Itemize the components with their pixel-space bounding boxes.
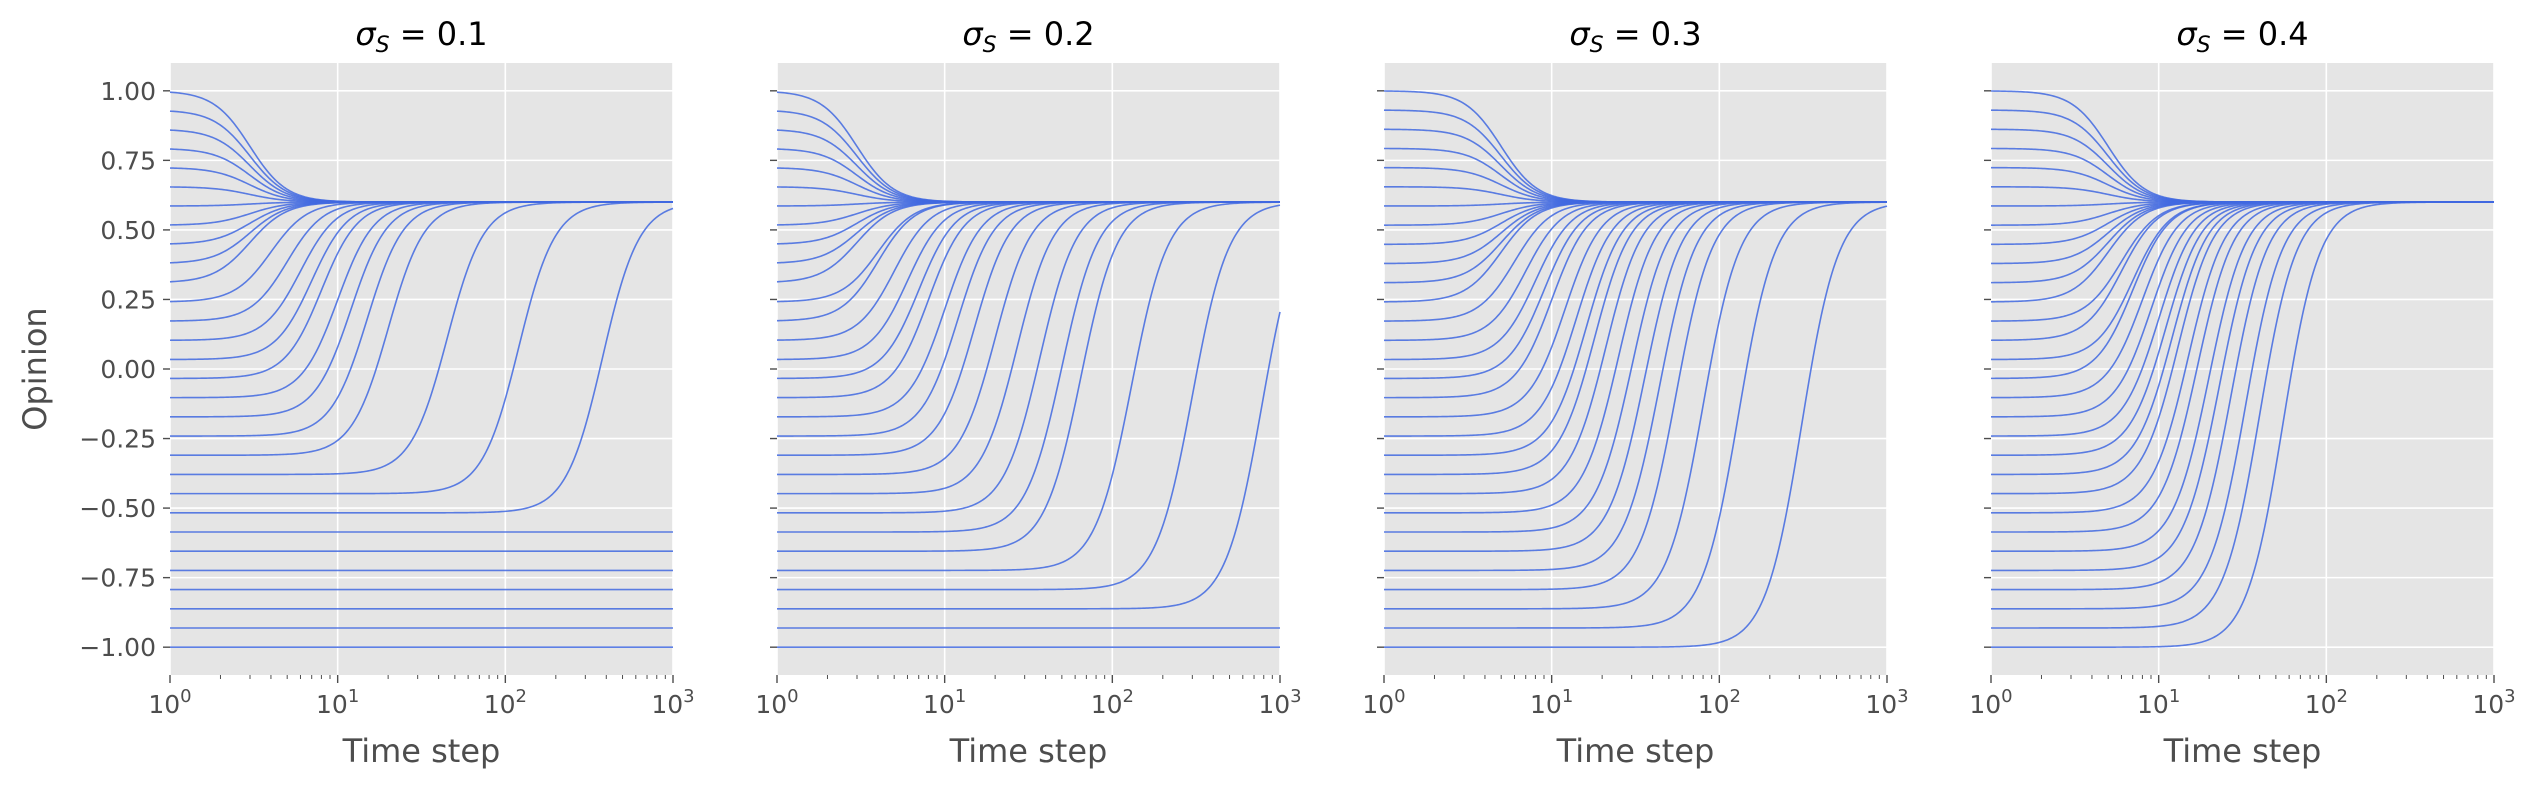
x-tick-label: 100 [1362, 686, 1405, 719]
panel-title: σS = 0.2 [962, 15, 1094, 58]
series-line [170, 207, 674, 514]
series-line [1384, 205, 1888, 648]
x-tick-label: 103 [1258, 686, 1301, 719]
y-tick-label: 1.00 [100, 77, 156, 106]
series-line [1384, 201, 1887, 591]
x-tick-label: 100 [755, 686, 798, 719]
x-tick-label: 101 [923, 686, 966, 719]
x-tick-label: 101 [316, 686, 359, 719]
x-tick-label: 102 [2305, 686, 2348, 719]
series-line [1991, 201, 2495, 648]
y-tick-label: 0.25 [100, 285, 156, 314]
series-line [777, 201, 1280, 553]
x-tick-label: 103 [651, 686, 694, 719]
y-tick-label: 0.75 [100, 146, 156, 175]
x-tick-label: 100 [148, 686, 191, 719]
series-line [170, 201, 673, 476]
x-tick-label: 102 [1091, 686, 1134, 719]
y-tick-label: 0.50 [100, 216, 156, 245]
x-tick-label: 102 [1698, 686, 1741, 719]
y-tick-label: −1.00 [79, 633, 156, 662]
y-tick-label: −0.25 [79, 425, 156, 454]
y-tick-label: 0.00 [100, 355, 156, 384]
panel-title: σS = 0.3 [1569, 15, 1701, 58]
x-tick-label: 100 [1969, 686, 2012, 719]
panel-3: 100 101 102 103 σS = 0.3 Time step [1362, 15, 1908, 770]
x-axis-label: Time step [949, 732, 1108, 770]
panel-title: σS = 0.4 [2176, 15, 2308, 58]
x-tick-label: 101 [2137, 686, 2180, 719]
panel-4: 100 101 102 103 σS = 0.4 Time step [1969, 15, 2515, 770]
series-line [777, 204, 1281, 591]
x-tick-label: 102 [484, 686, 527, 719]
x-axis-label: Time step [2163, 732, 2322, 770]
series-line [1384, 201, 1887, 610]
series-line [777, 201, 1281, 572]
series-line [170, 201, 674, 495]
panel-title: σS = 0.1 [355, 15, 487, 58]
x-axis-label: Time step [1556, 732, 1715, 770]
series-line [777, 311, 1281, 610]
y-axis-label: Opinion [16, 307, 54, 430]
x-axis-label: Time step [342, 732, 501, 770]
x-tick-label: 103 [2472, 686, 2515, 719]
panel-2: 100 101 102 103 σS = 0.2 Time step [755, 15, 1301, 770]
y-tick-label: −0.50 [79, 494, 156, 523]
panel-1: 1.00 0.75 0.50 0.25 0.00 −0.25 −0.50 −0.75 −1.00… [79, 15, 694, 770]
x-tick-label: 101 [1530, 686, 1573, 719]
y-tick-label: −0.75 [79, 564, 156, 593]
series-line [1384, 201, 1888, 629]
x-tick-label: 103 [1865, 686, 1908, 719]
